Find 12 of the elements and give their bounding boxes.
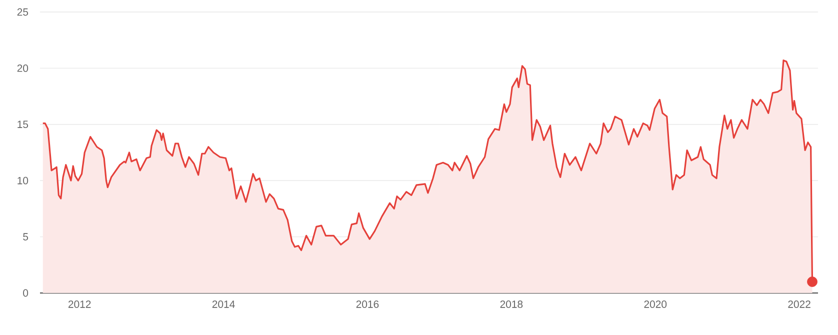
- y-tick-label: 10: [18, 176, 28, 184]
- y-tick-label: 25: [17, 8, 28, 16]
- y-tick-label: 0: [23, 289, 28, 297]
- x-tick-label: 2020: [644, 300, 667, 308]
- y-tick-label: 20: [17, 64, 28, 72]
- y-tick-label: 15: [18, 120, 28, 128]
- x-tick-label: 2018: [500, 300, 523, 308]
- y-tick-label: 5: [23, 233, 28, 240]
- x-tick-label: 2022: [788, 300, 810, 308]
- x-tick-label: 2016: [356, 300, 379, 308]
- x-tick-label: 2012: [68, 300, 91, 308]
- x-tick-label: 2014: [212, 300, 235, 308]
